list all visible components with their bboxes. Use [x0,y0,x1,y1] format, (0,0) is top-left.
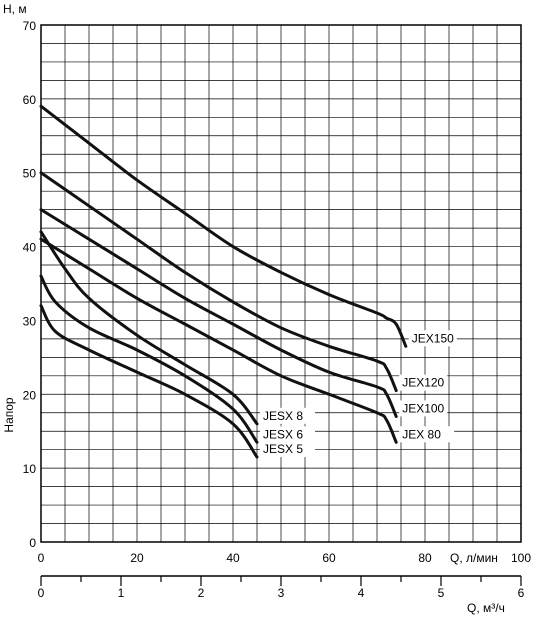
curve-label: JEX100 [402,401,444,415]
plot-grid [40,24,522,543]
y-tick-label: 30 [23,314,37,328]
y-axis-side-label: Напор [2,397,16,433]
x-tick-label: 0 [38,551,45,565]
y-axis-top-label: H, м [3,2,27,16]
curve-label: JESX 8 [263,409,303,423]
curve-label: JESX 6 [263,427,303,441]
y-tick-label: 20 [23,388,37,402]
x2-tick-label: 1 [118,586,125,600]
curve-jex150 [39,104,408,348]
curve-label: JEX120 [402,376,444,390]
x2-tick-label: 0 [38,586,45,600]
y-tick-label: 70 [23,19,37,33]
x2-tick-label: 5 [438,586,445,600]
x2-tick-label: 2 [198,586,205,600]
curve-jesx-6 [39,274,259,444]
x2-tick-label: 3 [278,586,285,600]
curve-labels: JEX150 JEX120 JEX100 JEX 80 JESX 8 JESX 6JESX… [260,330,457,458]
curve-label-box [260,407,315,424]
x-tick-label: 40 [226,551,240,565]
x-tick-label: 80 [418,551,432,565]
curve-label-box [260,441,315,458]
curve-label-box [399,426,455,443]
x-axis-secondary-label: Q, м³/ч [467,601,505,615]
y-tick-label: 50 [23,167,37,181]
curve-label-box [260,426,315,443]
curve-label-box [408,330,457,347]
x-tick-label: 60 [322,551,336,565]
y-tick-label: 10 [23,462,37,476]
pump-curves [39,104,408,459]
curve-jex100 [39,208,398,418]
x2-tick-label: 6 [518,586,525,600]
y-tick-label: 0 [29,536,36,550]
secondary-x-axis: 0 1 2 3 4 5 6 [38,575,525,600]
curve-jex-80 [39,237,398,444]
x-tick-label: 100 [511,551,531,565]
curve-jex120 [39,171,398,393]
curve-label-box [399,400,448,417]
y-tick-label: 60 [23,93,37,107]
x2-tick-label: 4 [358,586,365,600]
y-tick-label: 40 [23,241,37,255]
curve-jesx-5 [39,304,259,459]
curve-label-box [399,374,448,391]
curve-label: JESX 5 [263,442,303,456]
curve-label: JEX150 [412,331,454,345]
x-tick-labels: 0 20 40 60 80 100 [38,551,532,565]
curve-label: JEX 80 [402,427,441,441]
plot-frame [40,24,522,543]
x-axis-primary-label: Q, л/мин [450,551,498,565]
y-tick-labels: 0 10 20 30 40 50 60 70 [23,19,37,550]
x-tick-label: 20 [130,551,144,565]
curve-jesx-8 [39,230,259,426]
